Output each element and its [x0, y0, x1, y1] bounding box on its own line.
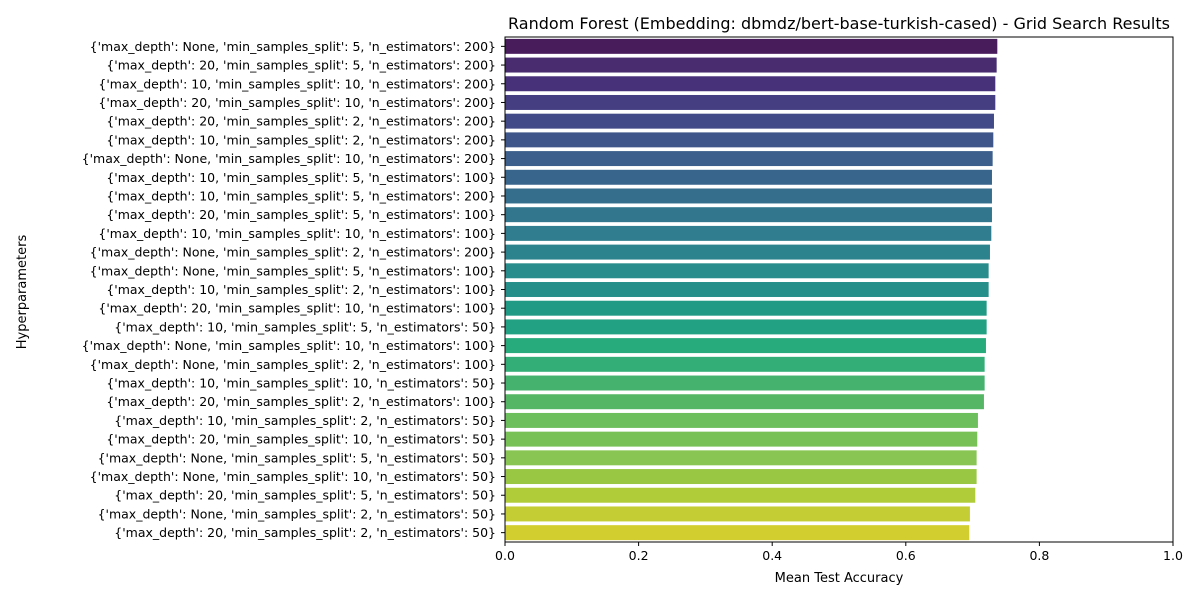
- category-label-26: {'max_depth': 20, 'min_samples_split': 2…: [114, 525, 496, 540]
- category-label-24: {'max_depth': 20, 'min_samples_split': 5…: [114, 488, 496, 503]
- bar-19: [505, 394, 984, 410]
- category-labels: {'max_depth': None, 'min_samples_split':…: [82, 39, 505, 540]
- bar-13: [505, 282, 989, 297]
- category-label-17: {'max_depth': None, 'min_samples_split':…: [90, 357, 496, 372]
- category-label-5: {'max_depth': 10, 'min_samples_split': 2…: [106, 132, 496, 147]
- bar-16: [505, 338, 986, 354]
- category-label-9: {'max_depth': 20, 'min_samples_split': 5…: [106, 207, 496, 222]
- bar-25: [505, 506, 970, 522]
- category-label-25: {'max_depth': None, 'min_samples_split':…: [98, 506, 496, 521]
- bar-3: [505, 94, 996, 110]
- bar-8: [505, 188, 992, 204]
- bar-26: [505, 525, 970, 541]
- bar-24: [505, 487, 976, 503]
- category-label-13: {'max_depth': 10, 'min_samples_split': 2…: [106, 282, 496, 297]
- category-label-6: {'max_depth': None, 'min_samples_split':…: [82, 151, 496, 166]
- x-tick-label-3: 0.6: [896, 548, 916, 563]
- bar-10: [505, 225, 992, 241]
- bar-15: [505, 319, 987, 335]
- bar-7: [505, 169, 992, 185]
- bar-4: [505, 113, 994, 129]
- x-tick-label-4: 0.8: [1029, 548, 1049, 563]
- category-label-1: {'max_depth': 20, 'min_samples_split': 5…: [106, 58, 496, 73]
- bar-14: [505, 300, 987, 316]
- bar-12: [505, 263, 989, 279]
- bar-2: [505, 76, 996, 92]
- bar-23: [505, 469, 977, 485]
- category-label-8: {'max_depth': 10, 'min_samples_split': 5…: [106, 188, 496, 203]
- x-tick-label-0: 0.0: [495, 548, 515, 563]
- category-label-7: {'max_depth': 10, 'min_samples_split': 5…: [106, 170, 496, 185]
- x-axis: 0.0 0.2 0.4 0.6 0.8 1.0: [495, 542, 1183, 563]
- bar-0: [505, 38, 998, 54]
- plot-frame: [504, 36, 1174, 543]
- category-label-20: {'max_depth': 10, 'min_samples_split': 2…: [114, 413, 496, 428]
- bars-group: [505, 38, 998, 541]
- category-label-2: {'max_depth': 10, 'min_samples_split': 1…: [98, 76, 496, 91]
- category-label-14: {'max_depth': 20, 'min_samples_split': 1…: [98, 301, 496, 316]
- category-label-22: {'max_depth': None, 'min_samples_split':…: [98, 450, 496, 465]
- bar-22: [505, 450, 977, 466]
- category-label-4: {'max_depth': 20, 'min_samples_split': 2…: [106, 114, 496, 129]
- category-label-10: {'max_depth': 10, 'min_samples_split': 1…: [98, 226, 496, 241]
- category-label-23: {'max_depth': None, 'min_samples_split':…: [90, 469, 496, 484]
- x-tick-label-1: 0.2: [629, 548, 649, 563]
- category-label-3: {'max_depth': 20, 'min_samples_split': 1…: [98, 95, 496, 110]
- bar-5: [505, 132, 994, 148]
- y-axis-label: Hyperparameters: [15, 235, 30, 350]
- bar-11: [505, 244, 990, 260]
- x-tick-label-2: 0.4: [762, 548, 782, 563]
- chart-title: Random Forest (Embedding: dbmdz/bert-bas…: [508, 14, 1170, 33]
- category-label-16: {'max_depth': None, 'min_samples_split':…: [82, 338, 496, 353]
- category-label-11: {'max_depth': None, 'min_samples_split':…: [90, 245, 496, 260]
- bar-9: [505, 207, 992, 223]
- x-tick-label-5: 1.0: [1163, 548, 1183, 563]
- category-label-12: {'max_depth': None, 'min_samples_split':…: [90, 263, 496, 278]
- category-label-18: {'max_depth': 10, 'min_samples_split': 1…: [106, 376, 496, 391]
- bar-17: [505, 356, 985, 372]
- category-label-0: {'max_depth': None, 'min_samples_split':…: [90, 39, 496, 54]
- category-label-15: {'max_depth': 10, 'min_samples_split': 5…: [114, 319, 496, 334]
- bar-18: [505, 375, 985, 391]
- bar-21: [505, 431, 978, 447]
- x-axis-label: Mean Test Accuracy: [775, 571, 904, 586]
- bar-1: [505, 57, 997, 73]
- category-label-21: {'max_depth': 20, 'min_samples_split': 1…: [106, 432, 496, 447]
- bar-20: [505, 412, 978, 428]
- bar-6: [505, 151, 993, 167]
- category-label-19: {'max_depth': 20, 'min_samples_split': 2…: [106, 394, 496, 409]
